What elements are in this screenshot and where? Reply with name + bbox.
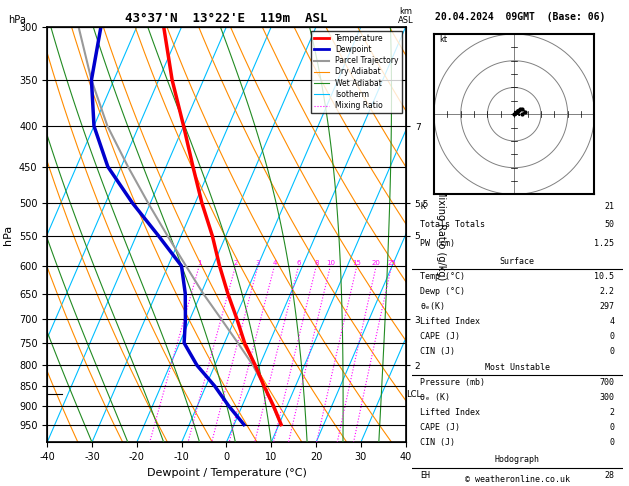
Text: Surface: Surface (500, 257, 535, 266)
Text: 20.04.2024  09GMT  (Base: 06): 20.04.2024 09GMT (Base: 06) (435, 12, 606, 22)
Text: 0: 0 (610, 347, 615, 356)
Text: Lifted Index: Lifted Index (420, 408, 481, 417)
Text: K: K (420, 202, 425, 210)
Text: 6: 6 (296, 260, 301, 266)
Text: 20: 20 (372, 260, 381, 266)
Text: EH: EH (420, 471, 430, 480)
Text: θₑ (K): θₑ (K) (420, 393, 450, 402)
Y-axis label: hPa: hPa (3, 225, 13, 244)
Text: 28: 28 (604, 471, 615, 480)
Text: 43°37'N  13°22'E  119m  ASL: 43°37'N 13°22'E 119m ASL (125, 12, 328, 25)
Text: 21: 21 (604, 202, 615, 210)
Text: 10: 10 (326, 260, 335, 266)
Text: Most Unstable: Most Unstable (485, 363, 550, 372)
Text: © weatheronline.co.uk: © weatheronline.co.uk (465, 474, 570, 484)
Text: Temp (°C): Temp (°C) (420, 272, 465, 281)
Text: 15: 15 (352, 260, 361, 266)
Y-axis label: Mixing Ratio (g/kg): Mixing Ratio (g/kg) (436, 189, 446, 280)
Text: CIN (J): CIN (J) (420, 438, 455, 447)
Text: Dewp (°C): Dewp (°C) (420, 287, 465, 296)
Text: 0: 0 (610, 423, 615, 432)
Text: 10.5: 10.5 (594, 272, 615, 281)
Text: Pressure (mb): Pressure (mb) (420, 378, 486, 387)
Text: Totals Totals: Totals Totals (420, 220, 486, 229)
Text: CAPE (J): CAPE (J) (420, 332, 460, 341)
Text: 2: 2 (610, 408, 615, 417)
X-axis label: Dewpoint / Temperature (°C): Dewpoint / Temperature (°C) (147, 468, 306, 478)
Text: θₑ(K): θₑ(K) (420, 302, 445, 311)
Text: CAPE (J): CAPE (J) (420, 423, 460, 432)
Text: LCL: LCL (406, 390, 421, 399)
Text: 1.25: 1.25 (594, 239, 615, 248)
Legend: Temperature, Dewpoint, Parcel Trajectory, Dry Adiabat, Wet Adiabat, Isotherm, Mi: Temperature, Dewpoint, Parcel Trajectory… (311, 31, 402, 113)
Text: 0: 0 (610, 438, 615, 447)
Text: 25: 25 (387, 260, 396, 266)
Text: PW (cm): PW (cm) (420, 239, 455, 248)
Text: 4: 4 (610, 317, 615, 326)
Text: 1: 1 (197, 260, 201, 266)
Text: kt: kt (440, 35, 447, 44)
Text: km
ASL: km ASL (398, 7, 413, 25)
Text: 8: 8 (314, 260, 318, 266)
Text: 4: 4 (272, 260, 277, 266)
Text: hPa: hPa (8, 15, 26, 25)
Text: 297: 297 (599, 302, 615, 311)
Text: Lifted Index: Lifted Index (420, 317, 481, 326)
Text: 700: 700 (599, 378, 615, 387)
Text: 300: 300 (599, 393, 615, 402)
Text: 50: 50 (604, 220, 615, 229)
Text: CIN (J): CIN (J) (420, 347, 455, 356)
Text: 3: 3 (255, 260, 260, 266)
Text: 2: 2 (233, 260, 238, 266)
Text: 2.2: 2.2 (599, 287, 615, 296)
Text: 0: 0 (610, 332, 615, 341)
Text: Hodograph: Hodograph (495, 455, 540, 464)
